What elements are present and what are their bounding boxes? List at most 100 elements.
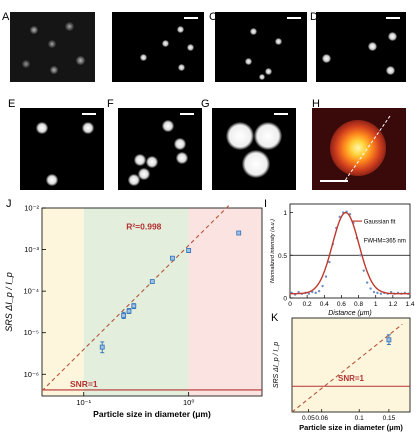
fit-line <box>291 323 403 413</box>
panel-label-j: J <box>6 198 12 210</box>
x-tick-label: 10⁻¹ <box>76 398 91 407</box>
panel-label-d: D <box>310 11 318 23</box>
panel-label-h: H <box>312 98 320 110</box>
shaded-region <box>292 318 410 412</box>
scale-bar <box>180 113 194 115</box>
image-panel-g <box>212 108 296 190</box>
x-tick-label: 0.05 <box>302 415 315 422</box>
image-panel-h <box>312 108 406 190</box>
particle <box>275 38 282 45</box>
legend-label: Gaussian fit <box>364 220 396 226</box>
particle <box>245 58 252 65</box>
scale-bar <box>320 180 348 182</box>
particle <box>254 122 282 150</box>
data-point <box>121 313 127 318</box>
data-point <box>186 248 192 253</box>
particle <box>140 54 147 61</box>
data-point <box>236 230 242 236</box>
x-tick-label: 0 <box>288 301 292 308</box>
particle <box>134 154 146 166</box>
image-panel-c <box>215 12 307 82</box>
plot-frame <box>41 207 263 397</box>
profile-line <box>343 115 391 183</box>
data-point <box>297 290 300 294</box>
panel-label-g: G <box>201 98 210 110</box>
data-point <box>365 281 369 284</box>
particle <box>48 40 56 48</box>
data-point <box>328 260 331 264</box>
y-tick-label: 10⁻² <box>24 204 39 213</box>
particle <box>65 22 74 31</box>
panel-label-i: I <box>264 198 268 210</box>
y-axis-label: Normalized intensity (a.u.) <box>270 219 276 283</box>
image-panel-a <box>10 12 95 82</box>
y-tick-label: 0.5 <box>278 253 287 260</box>
plot-frame <box>291 317 411 413</box>
image-panel-b <box>112 12 204 82</box>
data-point <box>386 337 392 343</box>
particle <box>128 174 140 186</box>
data-point <box>379 292 383 295</box>
x-axis-label: Particle size in diameter (μm) <box>93 409 211 419</box>
panel-label-f: F <box>107 98 114 110</box>
scale-bar <box>274 113 288 115</box>
x-tick-label: 0.6 <box>337 301 346 308</box>
image-panel-f <box>118 108 202 190</box>
y-axis-label: SRS ΔI_p / I_p <box>273 342 280 388</box>
particle <box>242 150 270 178</box>
data-point <box>307 292 311 295</box>
particle <box>226 122 254 150</box>
data-point <box>321 284 324 288</box>
particle <box>386 66 395 75</box>
particle <box>30 26 38 34</box>
x-tick-label: 1 <box>374 301 378 308</box>
data-point <box>359 254 362 257</box>
particle <box>36 122 48 134</box>
data-point <box>362 269 365 272</box>
chart-j: 10⁻⁶ 10⁻⁵ 10⁻⁴ 10⁻³ 10⁻² 10⁻¹ 10⁰ SNR=1 R²=0.998… <box>4 203 263 419</box>
particle <box>368 42 377 51</box>
x-tick-label: 1.2 <box>388 301 397 308</box>
data-point <box>126 308 132 314</box>
image-panel-e <box>20 108 104 190</box>
scale-bar <box>184 17 198 19</box>
particle <box>76 56 85 65</box>
data-point <box>170 255 175 261</box>
shaded-region <box>83 208 189 396</box>
data-point <box>314 291 317 295</box>
gaussian-fit-line <box>290 211 410 295</box>
scale-bar <box>287 17 301 19</box>
y-tick-label: 0 <box>283 296 287 303</box>
snr-label: SNR=1 <box>70 379 98 389</box>
particle <box>174 138 186 150</box>
panel-label-a: A <box>2 11 10 23</box>
data-point <box>369 287 372 290</box>
r-squared-annotation: R²=0.998 <box>126 222 161 232</box>
x-axis-label: Distance (μm) <box>328 310 372 317</box>
shaded-region <box>42 208 84 396</box>
panel-label-e: E <box>8 98 16 110</box>
x-tick-label: 0.15 <box>383 415 396 422</box>
particle <box>322 54 331 63</box>
data-point <box>389 290 393 294</box>
particle <box>162 40 169 47</box>
data-point <box>376 291 379 295</box>
line-profile <box>343 115 391 183</box>
particle <box>46 174 58 186</box>
scale-bar <box>82 113 96 115</box>
particle <box>146 156 158 168</box>
fit-line <box>41 203 231 392</box>
panel-label-k: K <box>271 312 279 324</box>
particle <box>82 122 94 134</box>
chart-k: 0.05 0.06 0.1 0.15 SNR=1 Particle size in dia… <box>273 317 411 432</box>
panel-label-b: B <box>113 11 121 23</box>
data-point <box>131 303 137 309</box>
particle <box>176 152 188 164</box>
particle <box>177 26 184 33</box>
particle <box>138 168 150 180</box>
x-tick-label: 0.8 <box>354 301 363 308</box>
fwhm-annotation: FWHM=365 nm <box>364 238 406 244</box>
y-tick-label: 10⁻³ <box>24 245 39 254</box>
particle <box>22 60 30 68</box>
y-tick-label: 1 <box>283 210 287 217</box>
